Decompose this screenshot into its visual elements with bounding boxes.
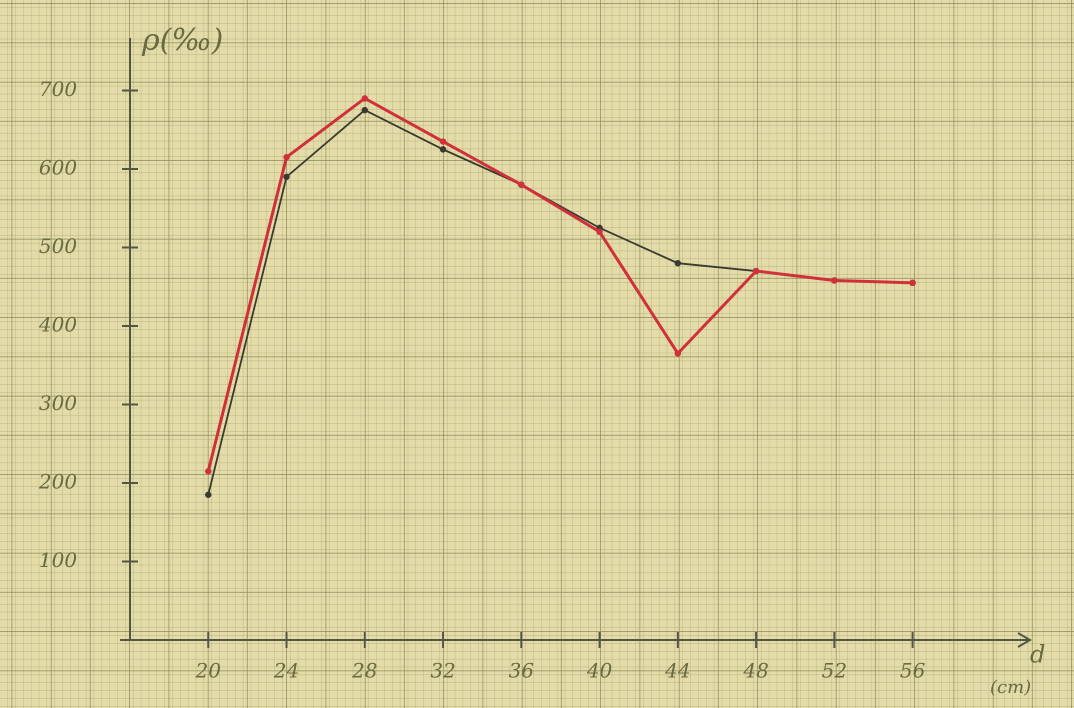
y-tick-label: 100 [39,548,77,572]
y-tick-label: 400 [38,313,77,337]
y-tick-label: 600 [39,156,77,180]
y-tick-label: 300 [39,391,77,415]
x-tick-label: 48 [742,659,768,683]
y-tick-label: 500 [39,234,77,258]
point [675,260,681,266]
x-axis-label: d [1030,641,1045,669]
point [909,280,915,286]
point [362,95,368,101]
y-tick-label: 700 [39,77,77,101]
point [283,154,289,160]
x-tick-label: 36 [509,659,535,683]
chart: ρ(‰) d (cm) 100 200 300 400 500 600 700 20 24 28 3… [0,0,1074,708]
point [596,229,602,235]
point [518,182,524,188]
x-tick-label: 32 [430,659,455,683]
x-tick-label: 24 [273,659,299,683]
x-tick-label: 44 [664,659,690,683]
point [753,268,759,274]
point [675,350,681,356]
x-tick-label: 40 [586,659,613,683]
y-axis-label: ρ(‰) [141,23,223,58]
point [205,468,211,474]
x-tick-label: 52 [822,659,847,683]
point [440,146,446,152]
y-tick-label: 200 [38,470,77,494]
x-tick-label: 20 [195,659,222,683]
x-axis-unit: (cm) [990,677,1031,698]
x-tick-label: 28 [351,659,377,683]
page: ρ(‰) d (cm) 100 200 300 400 500 600 700 20 24 28 3… [0,0,1074,708]
point [440,138,446,144]
point [283,174,289,180]
paper-grid-major [0,0,1074,708]
x-tick-label: 56 [900,659,926,683]
point [362,107,368,113]
point [831,277,837,283]
point [205,492,211,498]
